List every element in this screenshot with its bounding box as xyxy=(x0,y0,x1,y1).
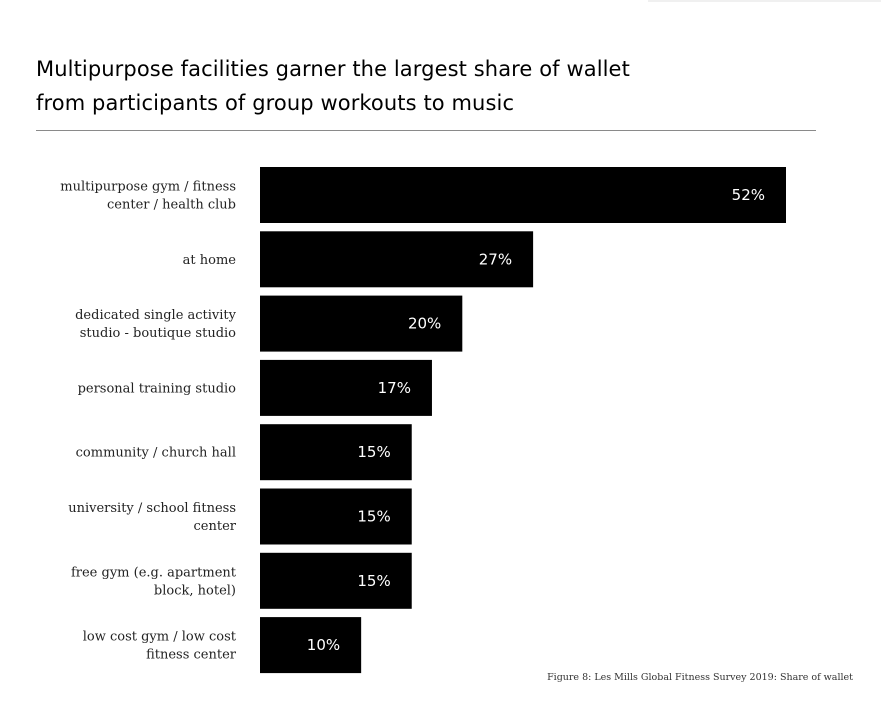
value-label-0: 52% xyxy=(732,186,765,204)
bar-7 xyxy=(260,617,362,674)
value-label-1: 27% xyxy=(479,250,512,268)
chart-title-line-1: Multipurpose facilities garner the large… xyxy=(36,57,630,81)
category-label-6-line-0: free gym (e.g. apartment xyxy=(71,565,237,580)
category-label-5-line-0: university / school fitness xyxy=(68,501,236,516)
category-label-0: multipurpose gym / fitness center / healt… xyxy=(60,180,236,213)
category-label-7-line-0: low cost gym / low cost xyxy=(83,630,237,645)
value-label-3: 17% xyxy=(378,379,411,397)
value-label-4: 15% xyxy=(357,443,390,461)
value-label-7: 10% xyxy=(307,636,340,654)
value-label-5: 15% xyxy=(357,508,390,526)
category-label-7: low cost gym / low cost fitness center xyxy=(83,630,237,663)
bar-1 xyxy=(260,231,534,288)
category-label-1-line-0: at home xyxy=(183,253,237,268)
value-label-6: 15% xyxy=(357,572,390,590)
bar-4 xyxy=(260,424,412,481)
category-label-4-line-0: community / church hall xyxy=(76,446,236,461)
chart-title: Multipurpose facilities garner the large… xyxy=(36,52,796,120)
category-label-6-line-1: block, hotel) xyxy=(154,583,236,598)
figure-caption: Figure 8: Les Mills Global Fitness Surve… xyxy=(547,672,853,683)
category-label-3: personal training studio xyxy=(78,381,237,396)
bar-2 xyxy=(260,295,463,352)
category-label-0-line-1: center / health club xyxy=(107,198,236,213)
category-label-2-line-1: studio - boutique studio xyxy=(80,326,236,341)
bar-0 xyxy=(260,167,786,223)
category-label-5-line-1: center xyxy=(194,519,237,534)
bar-3 xyxy=(260,359,432,416)
category-label-2-line-0: dedicated single activity xyxy=(75,308,237,323)
category-label-1: at home xyxy=(183,253,237,268)
chart-title-line-2: from participants of group workouts to m… xyxy=(36,91,515,115)
category-label-2: dedicated single activity studio - boutiq… xyxy=(75,308,237,341)
category-label-6: free gym (e.g. apartment block, hotel) xyxy=(71,565,237,598)
title-divider xyxy=(36,130,816,131)
category-label-4: community / church hall xyxy=(76,446,236,461)
bar-6 xyxy=(260,552,412,609)
value-label-2: 20% xyxy=(408,315,441,333)
category-label-0-line-0: multipurpose gym / fitness xyxy=(60,180,236,195)
category-label-3-line-0: personal training studio xyxy=(78,381,237,396)
bar-5 xyxy=(260,488,412,545)
top-edge-line xyxy=(648,0,881,2)
category-label-5: university / school fitness center xyxy=(68,501,237,534)
category-label-7-line-1: fitness center xyxy=(146,648,237,663)
